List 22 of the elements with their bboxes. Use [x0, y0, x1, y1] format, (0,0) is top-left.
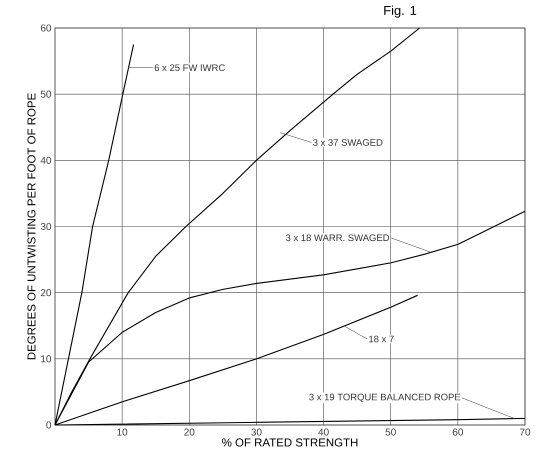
x-tick-label: 50	[386, 428, 396, 436]
x-tick-label: 40	[318, 428, 329, 436]
x-tick-label: 30	[251, 428, 262, 436]
y-axis-title: DEGREES OF UNTWISTING PER FOOT OF ROPE	[27, 93, 36, 360]
chart-title: Fig. 1	[384, 6, 416, 18]
y-tick-label: 40	[40, 156, 52, 164]
x-tick-label: 70	[520, 428, 530, 436]
x-axis-title: % OF RATED STRENGTH	[222, 438, 358, 447]
y-tick-label: 60	[40, 24, 52, 32]
x-tick-label: 10	[117, 428, 128, 436]
y-tick-label: 50	[40, 90, 52, 98]
series-label: 18 x 7	[369, 336, 394, 342]
x-tick-label: 60	[452, 428, 464, 436]
y-tick-label: 0	[46, 421, 52, 429]
series-label: 3 x 19 TORQUE BALANCED ROPE	[309, 394, 460, 402]
text: 3 x 18 WARR. SWAGED	[286, 234, 390, 242]
text: 6 x 25 FW IWRC	[154, 64, 225, 72]
text: 3 x 37 SWAGED	[313, 139, 382, 146]
x-tick-label: 20	[184, 428, 194, 436]
y-tick-label: 10	[41, 355, 52, 362]
y-tick-label: 20	[40, 289, 52, 296]
y-tick-label: 30	[40, 222, 52, 230]
